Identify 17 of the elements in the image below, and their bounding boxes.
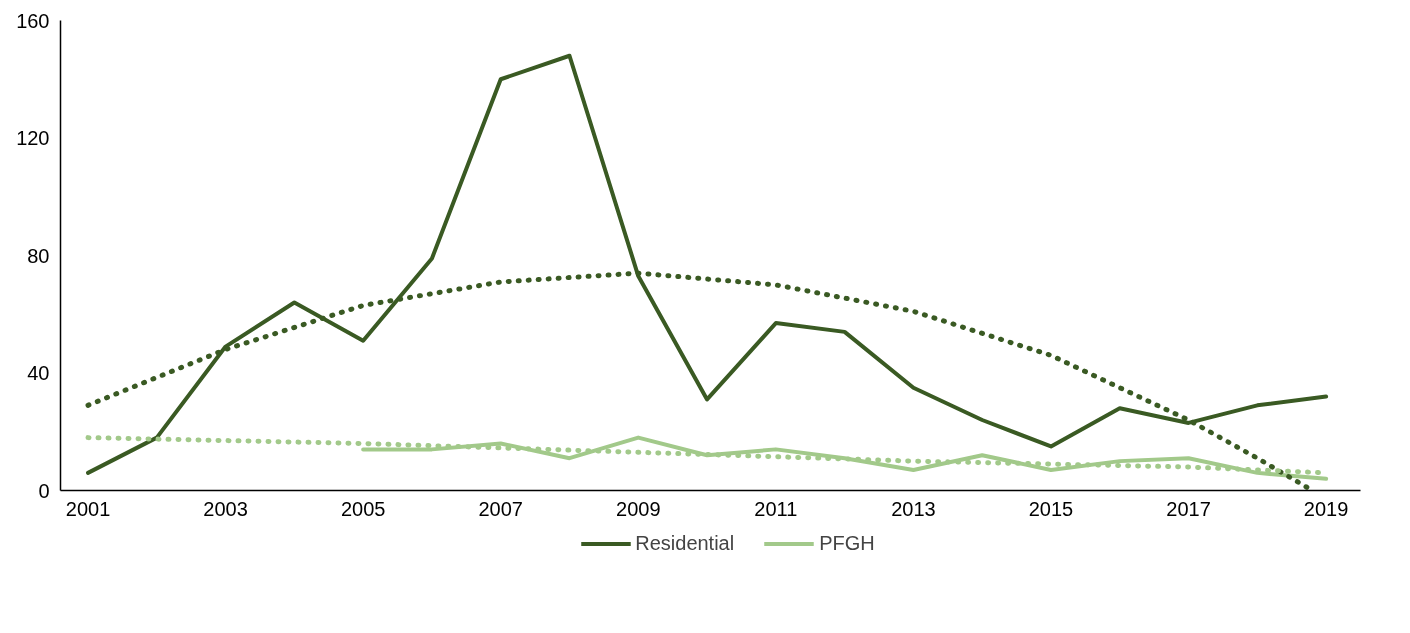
x-tick-label: 2007 <box>478 497 523 520</box>
y-tick-label: 160 <box>16 9 50 32</box>
y-tick-label: 40 <box>27 362 50 384</box>
y-tick-label: 0 <box>38 479 50 502</box>
x-tick-label: 2009 <box>616 497 661 520</box>
legend-label: Residential <box>635 531 735 555</box>
y-tick-label: 120 <box>16 127 50 149</box>
x-tick-label: 2015 <box>1028 497 1074 520</box>
y-tick-label: 80 <box>27 244 50 267</box>
x-tick-label: 2003 <box>203 497 248 520</box>
legend-label: PFGH <box>819 531 875 555</box>
x-tick-label: 2013 <box>891 497 936 520</box>
x-tick-label: 2011 <box>754 497 798 520</box>
x-tick-label: 2017 <box>1166 497 1211 520</box>
x-tick-label: 2019 <box>1303 497 1349 520</box>
x-tick-label: 2001 <box>65 497 111 520</box>
x-tick-label: 2005 <box>340 497 386 520</box>
